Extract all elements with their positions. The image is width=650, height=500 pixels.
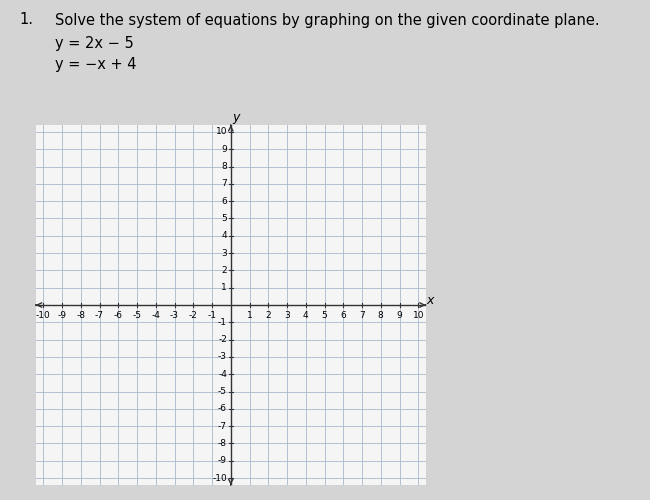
Text: 7: 7 [221, 180, 227, 188]
Text: 5: 5 [322, 311, 328, 320]
Text: -8: -8 [218, 439, 227, 448]
Text: 4: 4 [222, 232, 227, 240]
Text: 8: 8 [378, 311, 384, 320]
Text: 2: 2 [222, 266, 227, 275]
Text: -8: -8 [76, 311, 85, 320]
Text: 10: 10 [413, 311, 424, 320]
Text: -7: -7 [218, 422, 227, 430]
Text: y = −x + 4: y = −x + 4 [55, 56, 136, 72]
Text: Solve the system of equations by graphing on the given coordinate plane.: Solve the system of equations by graphin… [55, 12, 600, 28]
Text: 5: 5 [221, 214, 227, 223]
Text: -2: -2 [188, 311, 198, 320]
Text: -9: -9 [218, 456, 227, 466]
Text: -6: -6 [114, 311, 123, 320]
Text: 1: 1 [221, 283, 227, 292]
Text: -6: -6 [218, 404, 227, 413]
Text: -10: -10 [213, 474, 227, 482]
Text: -4: -4 [218, 370, 227, 378]
Text: -1: -1 [218, 318, 227, 327]
Text: -5: -5 [218, 387, 227, 396]
Text: y: y [233, 111, 240, 124]
Text: 6: 6 [221, 196, 227, 205]
Text: -7: -7 [95, 311, 104, 320]
Text: 10: 10 [216, 128, 227, 136]
Text: 9: 9 [221, 144, 227, 154]
Text: 1: 1 [246, 311, 252, 320]
Text: 3: 3 [284, 311, 290, 320]
Text: 3: 3 [221, 248, 227, 258]
Text: 6: 6 [341, 311, 346, 320]
Text: -3: -3 [218, 352, 227, 362]
Text: -10: -10 [36, 311, 51, 320]
Text: 9: 9 [396, 311, 402, 320]
Text: -3: -3 [170, 311, 179, 320]
Text: 8: 8 [221, 162, 227, 171]
Text: -1: -1 [207, 311, 216, 320]
Text: x: x [426, 294, 434, 307]
Text: 7: 7 [359, 311, 365, 320]
Text: -4: -4 [151, 311, 160, 320]
Text: -9: -9 [57, 311, 66, 320]
Text: -2: -2 [218, 335, 227, 344]
Text: 1.: 1. [20, 12, 34, 28]
Text: 4: 4 [303, 311, 309, 320]
Text: 2: 2 [265, 311, 271, 320]
Text: -5: -5 [133, 311, 142, 320]
Text: y = 2x − 5: y = 2x − 5 [55, 36, 134, 51]
